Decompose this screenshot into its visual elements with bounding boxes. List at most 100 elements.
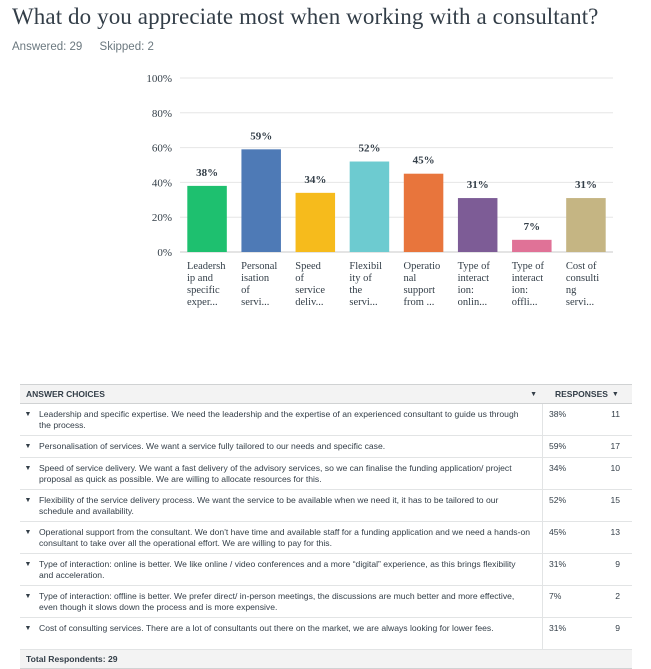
x-tick-label: support — [404, 285, 436, 296]
responses-label: RESPONSES — [555, 389, 608, 399]
x-tick-label: of — [241, 285, 250, 296]
bar — [403, 173, 444, 252]
bar — [295, 192, 336, 252]
x-tick-label: Speed — [295, 261, 321, 272]
data-label: 34% — [304, 174, 326, 186]
expand-caret-icon[interactable]: ▼ — [24, 465, 32, 472]
bar — [349, 161, 390, 252]
answer-table: ANSWER CHOICES ▼ RESPONSES ▼ ▼ Leadership… — [20, 384, 632, 669]
x-tick-label: ion: — [458, 285, 474, 296]
bar — [512, 239, 552, 252]
response-count: 15 — [610, 495, 620, 505]
x-tick-label: interact — [512, 273, 544, 284]
data-label: 31% — [467, 179, 489, 191]
table-body: ▼ Leadership and specific expertise. We n… — [20, 404, 632, 650]
response-count: 2 — [615, 591, 620, 601]
x-tick-label: service — [295, 285, 325, 296]
x-tick-label: deliv... — [295, 297, 323, 308]
answered-count: Answered: 29 — [12, 41, 83, 53]
bar-chart: 0% 20% 40% 60% 80% 100% 38% Leadership andspeci… — [146, 73, 613, 308]
x-tick-label: consulti — [566, 273, 599, 284]
response-percent: 7% — [542, 586, 586, 617]
x-tick-label: the — [349, 285, 362, 296]
y-tick-label: 20% — [152, 212, 172, 224]
response-percent: 59% — [542, 436, 586, 457]
x-tick-label: Leadersh — [187, 261, 226, 272]
x-tick-label: ng — [566, 285, 577, 296]
response-percent: 34% — [542, 458, 586, 489]
y-tick-label: 60% — [152, 143, 172, 155]
x-tick-label: of — [295, 273, 304, 284]
x-tick-label: servi... — [241, 297, 269, 308]
expand-caret-icon[interactable]: ▼ — [24, 497, 32, 504]
x-tick-label: Flexibil — [349, 261, 382, 272]
x-tick-label: offli... — [512, 297, 538, 308]
expand-caret-icon[interactable]: ▼ — [24, 561, 32, 568]
y-tick-label: 0% — [157, 247, 172, 259]
table-row: ▼ Speed of service delivery. We want a fa… — [20, 458, 632, 490]
x-tick-label: ity of — [349, 273, 372, 284]
response-percent: 45% — [542, 522, 586, 553]
bar — [457, 198, 498, 252]
x-tick-label: Operatio — [404, 261, 441, 272]
data-label: 59% — [250, 130, 272, 142]
data-label: 45% — [413, 155, 435, 167]
answer-choice-text: Type of interaction: online is better. W… — [39, 559, 516, 580]
data-label: 38% — [196, 167, 218, 179]
question-title: What do you appreciate most when working… — [12, 4, 599, 29]
bar — [241, 149, 281, 252]
response-stats: Answered: 29 Skipped: 2 — [12, 41, 168, 53]
answer-choice-text: Cost of consulting services. There are a… — [39, 623, 494, 633]
x-tick-label: Personal — [241, 261, 277, 272]
table-row: ▼ Leadership and specific expertise. We n… — [20, 404, 632, 436]
answer-choices-header[interactable]: ANSWER CHOICES ▼ — [20, 389, 549, 399]
x-tick-label: ion: — [512, 285, 528, 296]
table-row: ▼ Type of interaction: offline is better.… — [20, 586, 632, 618]
table-row: ▼ Operational support from the consultant… — [20, 522, 632, 554]
expand-caret-icon[interactable]: ▼ — [24, 529, 32, 536]
x-tick-label: Cost of — [566, 261, 597, 272]
x-tick-label: ip and — [187, 273, 214, 284]
responses-header[interactable]: RESPONSES ▼ — [549, 389, 632, 399]
x-tick-label: servi... — [566, 297, 594, 308]
answer-choice-text: Type of interaction: offline is better. … — [39, 591, 515, 612]
sort-caret-icon[interactable]: ▼ — [611, 390, 619, 398]
x-tick-label: servi... — [349, 297, 377, 308]
x-tick-label: nal — [404, 273, 417, 284]
data-label: 52% — [358, 143, 380, 155]
y-tick-label: 100% — [146, 73, 172, 85]
x-tick-label: isation — [241, 273, 270, 284]
expand-caret-icon[interactable]: ▼ — [24, 443, 32, 450]
table-row: ▼ Cost of consulting services. There are … — [20, 618, 632, 650]
answer-choice-text: Speed of service delivery. We want a fas… — [39, 463, 512, 484]
x-tick-label: interact — [458, 273, 490, 284]
response-percent: 38% — [542, 404, 586, 435]
expand-caret-icon[interactable]: ▼ — [24, 625, 32, 632]
response-percent: 52% — [542, 490, 586, 521]
response-percent: 31% — [542, 554, 586, 585]
answer-choice-text: Flexibility of the service delivery proc… — [39, 495, 499, 516]
x-tick-label: from ... — [404, 297, 435, 308]
x-tick-label: onlin... — [458, 297, 487, 308]
x-tick-label: specific — [187, 285, 220, 296]
response-count: 17 — [610, 441, 620, 451]
total-respondents: Total Respondents: 29 — [26, 654, 118, 664]
sort-caret-icon[interactable]: ▼ — [530, 390, 537, 398]
table-row: ▼ Personalisation of services. We want a … — [20, 436, 632, 458]
response-count: 9 — [615, 623, 620, 633]
response-count: 11 — [611, 409, 620, 419]
y-tick-label: 40% — [152, 177, 172, 189]
answer-choice-text: Personalisation of services. We want a s… — [39, 441, 386, 451]
table-footer: Total Respondents: 29 — [20, 650, 632, 669]
bar — [187, 185, 227, 252]
table-header: ANSWER CHOICES ▼ RESPONSES ▼ — [20, 384, 632, 404]
table-row: ▼ Flexibility of the service delivery pro… — [20, 490, 632, 522]
response-count: 13 — [610, 527, 620, 537]
table-row: ▼ Type of interaction: online is better. … — [20, 554, 632, 586]
expand-caret-icon[interactable]: ▼ — [24, 593, 32, 600]
response-percent: 31% — [542, 618, 586, 649]
data-label: 31% — [575, 179, 597, 191]
data-label: 7% — [524, 221, 541, 233]
expand-caret-icon[interactable]: ▼ — [24, 411, 32, 418]
response-count: 10 — [610, 463, 620, 473]
